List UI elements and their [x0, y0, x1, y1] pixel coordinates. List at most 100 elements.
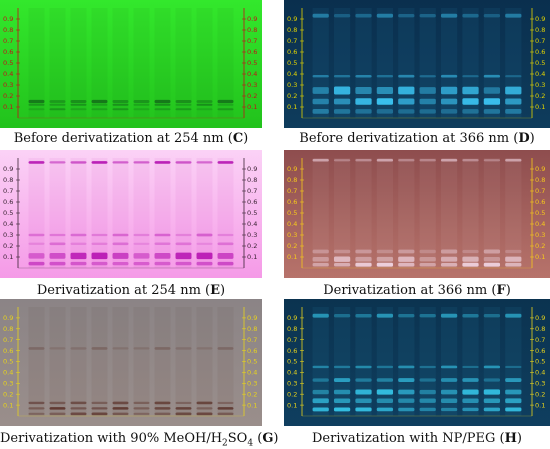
tlc-plate-d: 0.9 0.9 0.8 0.8 0.7 0.7 0.6 0.6 0.5 0.5 0.4 0.4 0.3 0… — [284, 0, 550, 128]
rf-tick-label-right: 0.3 — [535, 81, 545, 89]
tlc-band — [49, 347, 66, 350]
tlc-band — [196, 412, 213, 416]
tlc-band — [419, 378, 436, 382]
plate-background — [284, 150, 550, 278]
tlc-plate-e: 0.9 0.9 0.8 0.8 0.7 0.7 0.6 0.6 0.5 0.5 0.4 0.4 0.3 0… — [0, 150, 262, 278]
track-column — [112, 158, 129, 268]
tlc-band — [376, 249, 394, 254]
tlc-band — [505, 389, 522, 395]
tlc-band — [312, 74, 329, 78]
tlc-band — [419, 407, 436, 412]
tlc-band — [398, 365, 415, 369]
track-column — [483, 158, 501, 268]
rf-tick-label-left: 0.7 — [287, 37, 297, 45]
track-column — [175, 158, 192, 268]
tlc-band — [462, 398, 479, 403]
tlc-band — [355, 74, 372, 78]
tlc-band — [376, 407, 394, 412]
rf-tick-label-left: 0.9 — [287, 165, 297, 173]
tlc-band — [154, 242, 171, 246]
track-column — [91, 307, 108, 416]
rf-tick-label-left: 0.6 — [287, 48, 297, 56]
tlc-band — [505, 407, 522, 412]
track-column — [376, 307, 394, 416]
tlc-band — [376, 86, 394, 95]
tlc-band — [91, 99, 108, 104]
track-column — [91, 158, 108, 268]
track-column — [154, 307, 171, 416]
tlc-band — [196, 100, 213, 103]
tlc-band — [91, 161, 108, 164]
tlc-band — [49, 412, 66, 415]
tlc-band — [398, 262, 415, 267]
rf-tick-label-right: 0.6 — [247, 198, 257, 206]
track-column — [398, 307, 415, 416]
rf-tick-label-right: 0.6 — [535, 347, 545, 355]
tlc-band — [419, 159, 436, 162]
tlc-band — [91, 401, 108, 405]
tlc-band — [462, 13, 479, 18]
rf-tick-label-right: 0.5 — [535, 59, 545, 67]
tlc-band — [175, 252, 192, 260]
tlc-band — [312, 263, 329, 267]
rf-tick-label-right: 0.4 — [535, 369, 545, 377]
tlc-band — [376, 262, 394, 267]
rf-tick-label-left: 0.5 — [3, 209, 13, 217]
rf-tick-label-right: 0.6 — [535, 48, 545, 56]
tlc-band — [355, 109, 372, 114]
tlc-band — [376, 158, 394, 162]
rf-tick-label-left: 0.5 — [287, 59, 297, 67]
tlc-band — [333, 109, 351, 114]
tlc-band — [462, 159, 479, 162]
caption-d: Before derivatization at 366 nm (D) — [299, 131, 535, 146]
track-column — [333, 158, 351, 268]
tlc-band — [440, 262, 458, 267]
rf-tick-label-right: 0.7 — [247, 336, 257, 344]
track-column — [154, 8, 171, 118]
tlc-band — [112, 347, 129, 350]
tlc-band — [312, 158, 329, 162]
rf-tick-label-right: 0.2 — [247, 390, 257, 398]
tlc-band — [91, 242, 108, 245]
tlc-band — [505, 109, 522, 114]
tlc-band — [355, 365, 372, 369]
track-column — [217, 158, 234, 268]
rf-tick-label-left: 0.3 — [3, 380, 13, 388]
tlc-band — [154, 261, 171, 266]
rf-tick-label-right: 0.9 — [535, 314, 545, 322]
tlc-band — [112, 401, 129, 405]
tlc-band — [133, 347, 150, 350]
tlc-band — [505, 256, 522, 262]
tlc-band — [440, 98, 458, 105]
track-column — [175, 8, 192, 118]
tlc-band — [217, 401, 234, 405]
rf-tick-label-left: 0.1 — [287, 253, 297, 261]
tlc-band — [154, 401, 171, 405]
tlc-band — [217, 242, 234, 246]
plate-panel-g: 0.9 0.9 0.8 0.8 0.7 0.7 0.6 0.6 0.5 0.5 0.4 0.4 0.3 0… — [0, 299, 262, 426]
rf-tick-label-left: 0.3 — [3, 81, 13, 89]
rf-tick-label-left: 0.6 — [3, 198, 13, 206]
tlc-band — [70, 401, 87, 405]
rf-tick-label-left: 0.2 — [3, 242, 13, 250]
track-column — [112, 307, 129, 416]
tlc-band — [196, 347, 213, 350]
tlc-band — [217, 412, 234, 415]
rf-tick-label-right: 0.7 — [247, 37, 257, 45]
tlc-band — [49, 407, 66, 410]
plate-panel-f: 0.9 0.9 0.8 0.8 0.7 0.7 0.6 0.6 0.5 0.5 0.4 0.4 0.3 0… — [284, 150, 550, 278]
rf-tick-label-right: 0.9 — [247, 314, 257, 322]
tlc-band — [355, 389, 372, 395]
rf-tick-label-left: 0.2 — [287, 242, 297, 250]
tlc-band — [462, 378, 479, 382]
tlc-band — [175, 242, 192, 246]
rf-tick-label-left: 0.4 — [3, 369, 13, 377]
tlc-band — [333, 14, 351, 18]
tlc-band — [312, 378, 329, 382]
tlc-band — [154, 99, 171, 104]
tlc-band — [112, 261, 129, 266]
tlc-band — [196, 242, 213, 245]
tlc-band — [483, 256, 501, 262]
rf-tick-label-right: 0.8 — [247, 176, 257, 184]
tlc-band — [483, 74, 501, 78]
